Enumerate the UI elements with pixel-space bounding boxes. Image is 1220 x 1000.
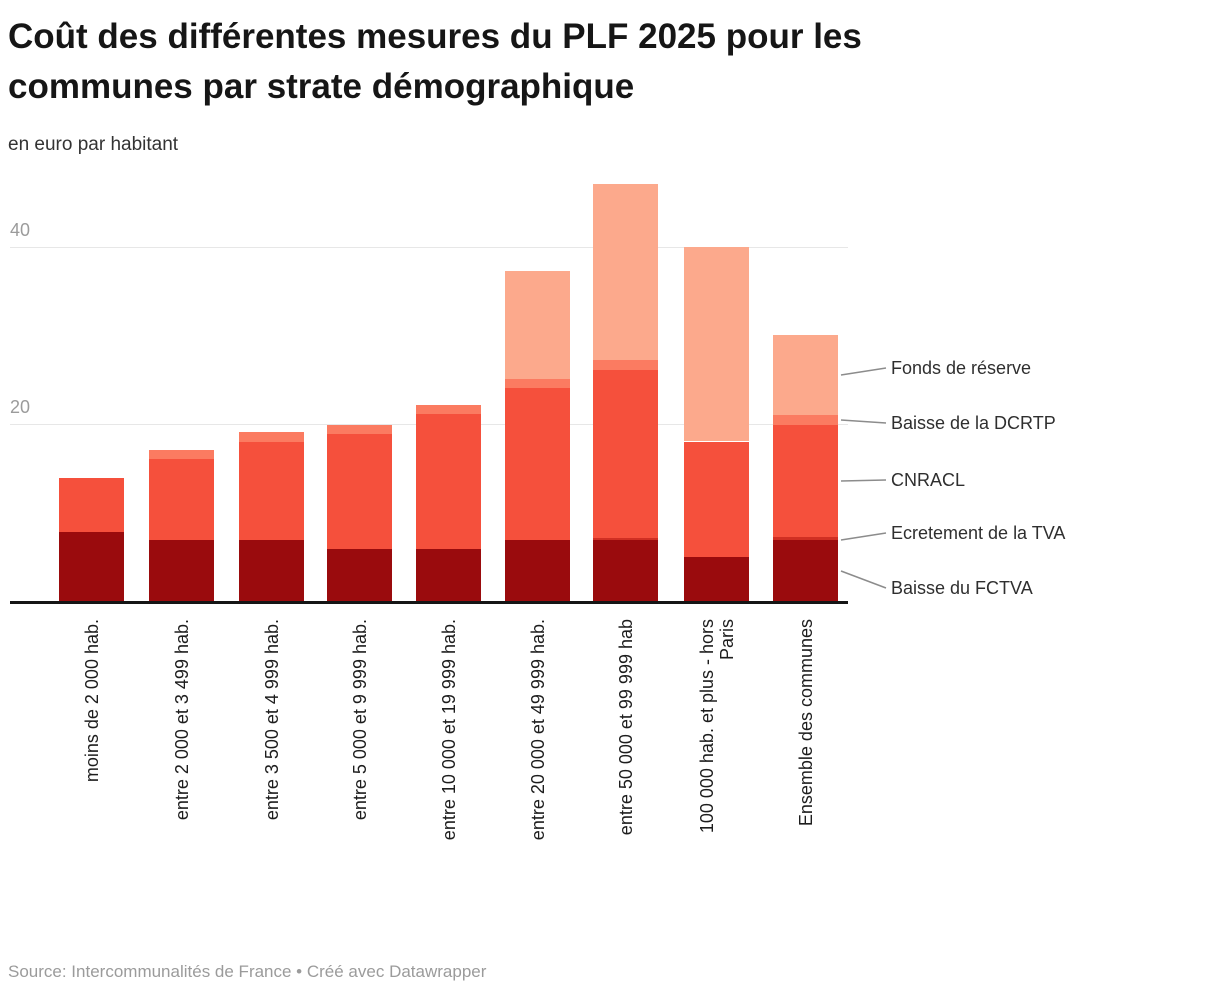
bar-segment-cnracl[interactable] <box>59 477 124 532</box>
bar-segment-baisse-du-fctva[interactable] <box>773 539 838 601</box>
x-axis-label: 100 000 hab. et plus - hors Paris <box>696 619 737 834</box>
bar-segment-baisse-de-la-dcrtp[interactable] <box>505 378 570 389</box>
bar-segment-ecretement-de-la-tva[interactable] <box>593 538 658 540</box>
bar-segment-cnracl[interactable] <box>684 441 749 557</box>
x-axis-label: entre 20 000 et 49 999 hab. <box>527 619 548 841</box>
bar-segment-baisse-du-fctva[interactable] <box>239 539 304 601</box>
bar-segment-baisse-de-la-dcrtp[interactable] <box>593 360 658 370</box>
bar-segment-cnracl[interactable] <box>505 388 570 540</box>
legend-label-baisse-du-fctva: Baisse du FCTVA <box>891 578 1033 598</box>
chart-title: Coût des différentes mesures du PLF 2025… <box>8 17 862 106</box>
legend-label-ecretement-de-la-tva: Ecretement de la TVA <box>891 523 1066 543</box>
legend-label-fonds-de-reserve: Fonds de réserve <box>891 358 1032 378</box>
x-axis-label: entre 50 000 et 99 999 hab <box>615 619 636 836</box>
bar-segment-baisse-du-fctva[interactable] <box>59 531 124 601</box>
legend-connector-baisse-de-la-dcrtp <box>840 419 887 424</box>
bar-segment-ecretement-de-la-tva[interactable] <box>773 537 838 540</box>
y-axis-tick-label: 20 <box>10 397 31 417</box>
bar-segment-baisse-du-fctva[interactable] <box>505 539 570 601</box>
chart-subtitle: en euro par habitant <box>8 134 179 155</box>
x-axis-label: moins de 2 000 hab. <box>81 619 102 783</box>
legend-connector-fonds-de-reserve <box>840 367 887 376</box>
bar-segment-cnracl[interactable] <box>327 433 392 549</box>
x-axis-label: entre 5 000 et 9 999 hab. <box>349 619 370 821</box>
bar-segment-fonds-de-reserve[interactable] <box>593 183 658 360</box>
bar-segment-baisse-de-la-dcrtp[interactable] <box>239 431 304 443</box>
legend-connector-ecretement-de-la-tva <box>840 532 887 541</box>
bar-segment-cnracl[interactable] <box>149 459 214 540</box>
legend-connector-baisse-du-fctva <box>840 570 887 589</box>
bar-segment-cnracl[interactable] <box>593 369 658 539</box>
x-axis-label: entre 3 500 et 4 999 hab. <box>261 619 282 821</box>
bar-segment-baisse-du-fctva[interactable] <box>416 548 481 601</box>
bar-segment-baisse-du-fctva[interactable] <box>593 539 658 601</box>
bar-segment-baisse-du-fctva[interactable] <box>149 539 214 601</box>
bar-segment-baisse-de-la-dcrtp[interactable] <box>327 424 392 434</box>
x-axis-baseline <box>10 601 848 604</box>
bar-segment-baisse-du-fctva[interactable] <box>327 548 392 601</box>
bar-segment-baisse-de-la-dcrtp[interactable] <box>773 414 838 425</box>
y-axis-tick-label: 40 <box>10 220 31 240</box>
legend-label-cnracl: CNRACL <box>891 470 966 490</box>
source-attribution: Source: Intercommunalités de France • Cr… <box>8 962 487 981</box>
bar-segment-cnracl[interactable] <box>416 414 481 549</box>
bar-segment-baisse-de-la-dcrtp[interactable] <box>149 450 214 460</box>
y-gridline <box>10 247 848 248</box>
bar-segment-cnracl[interactable] <box>773 424 838 538</box>
bar-segment-fonds-de-reserve[interactable] <box>684 246 749 442</box>
bar-segment-fonds-de-reserve[interactable] <box>773 335 838 415</box>
x-axis-label: entre 10 000 et 19 999 hab. <box>438 619 459 841</box>
bar-segment-baisse-de-la-dcrtp[interactable] <box>416 405 481 415</box>
bar-segment-baisse-du-fctva[interactable] <box>684 556 749 601</box>
x-axis-label: entre 2 000 et 3 499 hab. <box>171 619 192 821</box>
bar-segment-cnracl[interactable] <box>239 442 304 540</box>
x-axis-label: Ensemble des communes <box>795 619 816 827</box>
legend-connector-cnracl <box>840 479 887 482</box>
bar-segment-fonds-de-reserve[interactable] <box>505 271 570 379</box>
legend-label-baisse-de-la-dcrtp: Baisse de la DCRTP <box>891 413 1056 433</box>
